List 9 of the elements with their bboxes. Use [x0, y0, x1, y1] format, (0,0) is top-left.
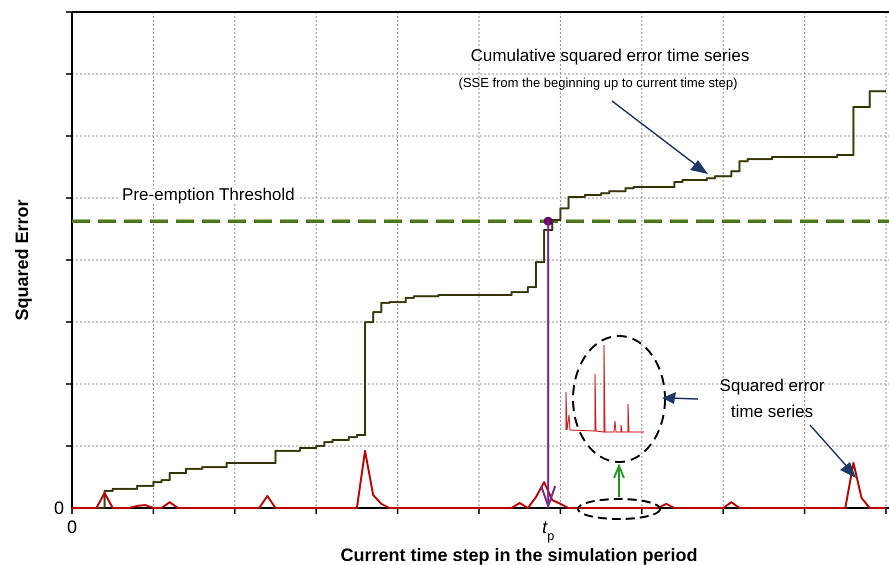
text: Cumulative squared error time series	[470, 46, 750, 65]
text: (SSE from the beginning up to current time step)	[458, 75, 738, 90]
text: t$_{p}$	[542, 517, 554, 543]
ref-line-label: Pre-emption Threshold	[122, 185, 295, 204]
x-axis-title: Current time step in the simulation period	[340, 545, 698, 565]
text: 0	[54, 498, 64, 518]
y-axis-title: Squared Error	[12, 199, 32, 321]
annotation: Squared error time series	[720, 376, 825, 421]
text: 0	[66, 517, 78, 537]
